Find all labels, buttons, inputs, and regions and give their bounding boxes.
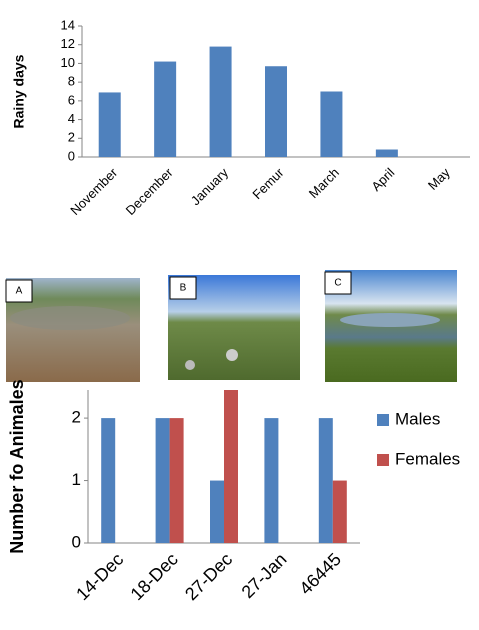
bar bbox=[332, 480, 347, 543]
photo-b: B bbox=[168, 275, 300, 380]
y-tick-label: 0 bbox=[68, 148, 75, 163]
y-tick-label: 0 bbox=[72, 532, 81, 551]
legend-label: Males bbox=[395, 409, 440, 428]
x-tick-label: November bbox=[67, 164, 120, 217]
x-tick-label: March bbox=[306, 165, 342, 201]
bar bbox=[210, 480, 224, 543]
x-tick-label: 18-Dec bbox=[127, 549, 182, 604]
x-tick-label: 14-Dec bbox=[72, 549, 127, 604]
y-tick-label: 8 bbox=[68, 74, 75, 89]
bar bbox=[224, 390, 238, 543]
bar bbox=[375, 149, 398, 157]
x-tick-label: January bbox=[188, 165, 232, 209]
x-tick-label: 27-Jan bbox=[238, 549, 291, 602]
x-tick-label: Femur bbox=[249, 164, 287, 202]
legend-label: Females bbox=[395, 449, 460, 468]
x-tick-label: May bbox=[425, 165, 453, 193]
bar bbox=[155, 418, 170, 543]
y-tick-label: 12 bbox=[61, 36, 75, 51]
bar bbox=[320, 91, 343, 157]
bar bbox=[101, 418, 116, 543]
y-tick-label: 14 bbox=[61, 17, 75, 32]
bar bbox=[169, 418, 184, 543]
photo-a: A bbox=[5, 278, 140, 382]
panel-label: C bbox=[334, 278, 341, 289]
bar bbox=[154, 61, 177, 157]
bar bbox=[264, 418, 279, 543]
y-axis-label: Number fo Animales bbox=[7, 379, 27, 553]
y-tick-label: 1 bbox=[72, 470, 81, 489]
y-axis-label: Rainy days bbox=[11, 54, 27, 128]
x-tick-label: 46445 bbox=[295, 549, 345, 599]
bar bbox=[318, 418, 333, 543]
y-tick-label: 10 bbox=[61, 55, 75, 70]
bar bbox=[265, 66, 287, 157]
y-tick-label: 2 bbox=[72, 408, 81, 427]
legend-swatch bbox=[377, 454, 389, 466]
y-tick-label: 6 bbox=[68, 92, 75, 107]
x-tick-label: 27-Dec bbox=[181, 549, 236, 604]
photo-c: C bbox=[324, 270, 457, 382]
bar bbox=[209, 46, 232, 158]
y-tick-label: 4 bbox=[68, 111, 75, 126]
panel-label: A bbox=[16, 286, 23, 297]
legend-swatch bbox=[377, 414, 389, 426]
x-tick-label: April bbox=[368, 165, 397, 194]
y-tick-label: 2 bbox=[68, 130, 75, 145]
x-tick-label: December bbox=[123, 164, 176, 217]
panel-label: B bbox=[180, 283, 187, 294]
bar bbox=[98, 92, 121, 157]
